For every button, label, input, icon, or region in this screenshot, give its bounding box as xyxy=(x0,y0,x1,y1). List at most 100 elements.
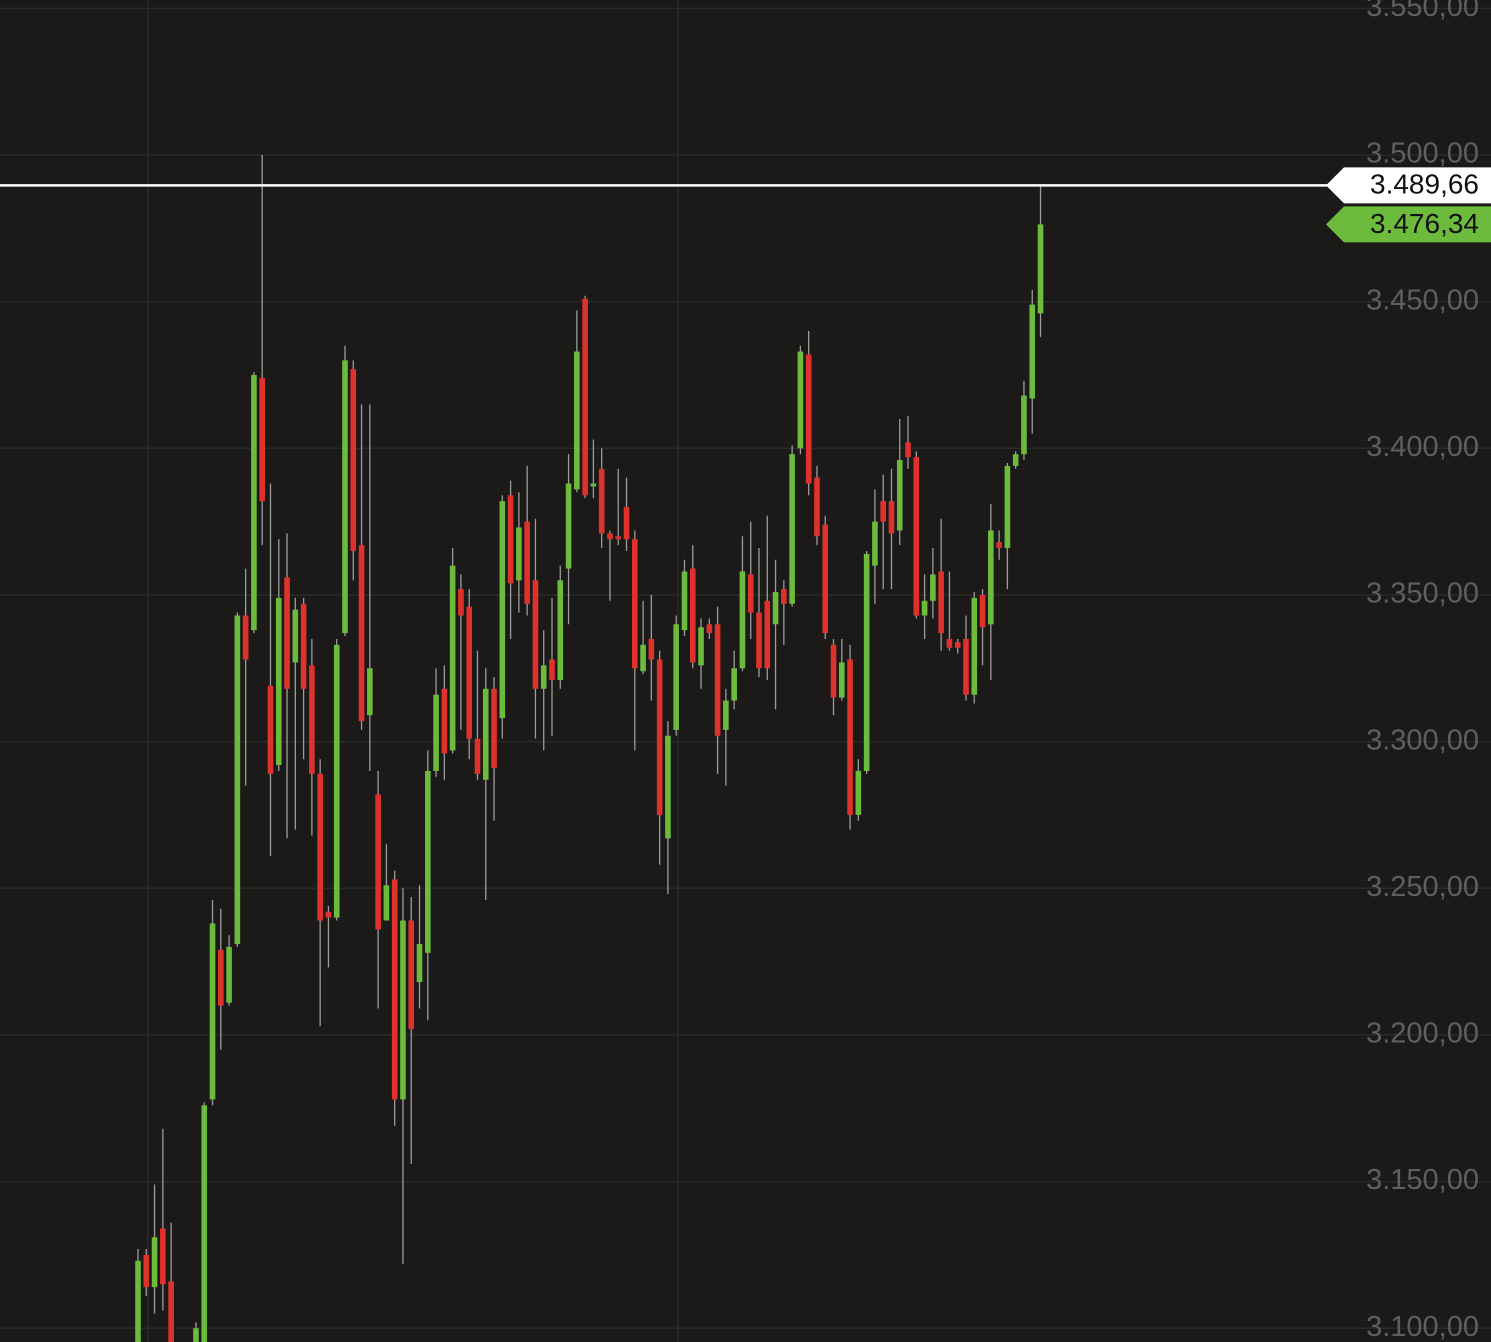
y-tick-label: 3.450,00 xyxy=(1366,284,1479,316)
candle-body xyxy=(582,298,588,496)
candle-body xyxy=(151,1237,158,1288)
candle-body xyxy=(226,946,232,1003)
y-tick-label: 3.300,00 xyxy=(1366,724,1479,756)
candle-body xyxy=(408,920,415,1030)
candle-body xyxy=(772,592,779,625)
candle-body xyxy=(988,530,994,625)
candle-body xyxy=(284,577,290,689)
candle-body xyxy=(1037,224,1044,314)
candle-body xyxy=(160,1228,166,1285)
candle-body xyxy=(168,1281,174,1342)
candle-body xyxy=(491,688,497,769)
candle-body xyxy=(325,911,332,918)
candle-body xyxy=(400,920,406,1100)
price-tag xyxy=(1326,167,1491,204)
candle-body xyxy=(905,442,911,458)
candle-body xyxy=(731,668,737,701)
candle-body xyxy=(640,644,646,672)
candle-body xyxy=(656,659,663,815)
y-tick-label: 3.150,00 xyxy=(1366,1164,1479,1196)
candle-body xyxy=(971,597,978,695)
candle-body xyxy=(615,536,622,540)
candle-body xyxy=(391,879,398,1100)
candle-body xyxy=(954,641,961,648)
candle-body xyxy=(739,571,746,669)
candle-body xyxy=(367,668,373,716)
candle-body xyxy=(872,521,878,566)
candle-body xyxy=(333,644,340,918)
candle-body xyxy=(193,1328,199,1342)
candle-body xyxy=(218,949,224,1006)
candle-body xyxy=(433,694,439,771)
y-tick-label: 3.500,00 xyxy=(1366,138,1479,170)
candle-body xyxy=(681,571,688,631)
candle-body xyxy=(839,662,845,698)
candle-body xyxy=(565,483,572,569)
candle-body xyxy=(706,624,713,634)
candle-body xyxy=(524,521,530,604)
candle-body xyxy=(723,700,729,730)
candle-body xyxy=(896,460,903,531)
candle-body xyxy=(913,457,920,616)
candle-body xyxy=(516,527,522,581)
candle-body xyxy=(648,638,655,660)
candle-body xyxy=(1004,465,1011,549)
candle-body xyxy=(234,615,241,944)
candle-body xyxy=(482,688,489,780)
candle-body xyxy=(549,659,555,681)
candle-body xyxy=(317,773,323,921)
candle-body xyxy=(209,923,216,1100)
candle-body xyxy=(1029,304,1036,399)
candle-body xyxy=(880,501,886,522)
candle-body xyxy=(251,374,257,631)
candle-body xyxy=(358,545,365,722)
candle-body xyxy=(309,665,315,774)
y-tick-label: 3.350,00 xyxy=(1366,578,1479,610)
candle-body xyxy=(416,943,423,983)
candle-body xyxy=(143,1254,150,1288)
candle-body xyxy=(458,589,464,616)
candle-body xyxy=(855,770,862,815)
price-tag-label: 3.476,34 xyxy=(1370,208,1479,239)
candle-body xyxy=(259,377,265,502)
candle-body xyxy=(383,885,390,921)
y-tick-label: 3.200,00 xyxy=(1366,1018,1479,1050)
candle-body xyxy=(781,589,787,604)
candle-body xyxy=(623,506,630,540)
candle-body xyxy=(847,659,853,815)
candle-body xyxy=(756,612,762,669)
candle-body xyxy=(698,627,704,666)
candle-body xyxy=(963,638,969,695)
price-tag-label: 3.489,66 xyxy=(1370,169,1479,200)
candle-body xyxy=(789,454,795,604)
candle-body xyxy=(300,603,307,689)
candle-body xyxy=(201,1105,208,1342)
candle-body xyxy=(499,501,506,719)
y-tick-label: 3.250,00 xyxy=(1366,871,1479,903)
candle-body xyxy=(921,600,928,616)
candle-body xyxy=(673,624,679,730)
candle-body xyxy=(714,624,721,736)
candle-body xyxy=(449,565,456,751)
candle-body xyxy=(135,1260,141,1342)
candle-body xyxy=(1012,454,1019,466)
candle-body xyxy=(466,606,472,739)
price-tag xyxy=(1326,206,1491,243)
candle-body xyxy=(946,638,953,648)
candle-body xyxy=(350,369,357,551)
candle-body xyxy=(689,568,696,663)
y-tick-label: 3.400,00 xyxy=(1366,431,1479,463)
candle-body xyxy=(665,735,671,839)
candle-body xyxy=(764,600,771,669)
candle-body xyxy=(938,571,944,634)
candle-body xyxy=(830,644,837,698)
candle-body xyxy=(292,609,299,663)
candle-body xyxy=(375,794,381,930)
candle-body xyxy=(598,468,605,534)
candle-body xyxy=(822,524,829,634)
candle-body xyxy=(888,501,895,534)
candle-body xyxy=(267,685,274,774)
